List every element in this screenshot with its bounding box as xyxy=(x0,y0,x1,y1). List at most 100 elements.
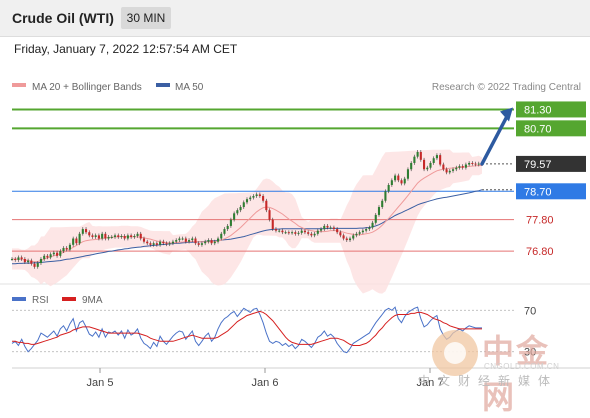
candle-body xyxy=(423,159,426,170)
candle-body xyxy=(406,169,410,179)
level-label-78-70: 78.70 xyxy=(524,186,552,198)
legend-label-ma50: MA 50 xyxy=(175,82,204,93)
candle-body xyxy=(171,241,175,244)
timestamp: Friday, January 7, 2022 12:57:54 AM CET xyxy=(14,42,238,56)
candle-body xyxy=(394,175,397,181)
candle-body xyxy=(213,241,216,244)
candle-body xyxy=(223,229,226,234)
candle-body xyxy=(46,255,49,258)
candle-body xyxy=(72,238,75,245)
candle-body xyxy=(291,232,294,234)
candle-body xyxy=(371,222,374,228)
candle-body xyxy=(451,169,455,171)
candle-body xyxy=(94,235,97,237)
candle-body xyxy=(390,180,393,185)
candle-body xyxy=(384,191,387,201)
level-label-77-80: 77.80 xyxy=(526,215,554,227)
candle-body xyxy=(313,233,316,236)
candle-body xyxy=(117,235,120,237)
candle-body xyxy=(435,155,438,159)
candle-body xyxy=(204,241,207,244)
candles xyxy=(10,150,484,269)
candle-body xyxy=(255,194,258,197)
candle-body xyxy=(242,202,245,208)
candle-body xyxy=(355,233,358,236)
candle-body xyxy=(49,254,52,258)
candle-body xyxy=(329,227,332,229)
candle-body xyxy=(268,210,271,220)
level-label-76-80: 76.80 xyxy=(526,246,554,258)
candle-body xyxy=(429,162,432,168)
rsi-tick-30: 30 xyxy=(524,347,536,359)
candle-body xyxy=(84,229,88,233)
candle-body xyxy=(17,257,20,260)
candle-body xyxy=(10,258,14,260)
candle-body xyxy=(36,263,39,267)
candle-body xyxy=(471,162,474,164)
x-tick-label: Jan 5 xyxy=(87,377,114,389)
candle-body xyxy=(194,238,197,244)
candle-body xyxy=(91,235,94,237)
legend-label-rsi: RSI xyxy=(32,295,49,306)
candle-body xyxy=(81,229,84,234)
rsi-tick-70: 70 xyxy=(524,305,536,317)
candle-body xyxy=(210,240,213,244)
target-arrow-head-icon xyxy=(500,107,513,122)
level-label-80-70-box xyxy=(516,120,586,137)
candle-body xyxy=(226,225,229,230)
candle-body xyxy=(184,238,187,242)
candle-body xyxy=(33,263,36,267)
candle-body xyxy=(397,175,400,181)
candle-body xyxy=(323,225,326,230)
candle-body xyxy=(413,156,416,163)
watermark: 中金网 CNGOLD.COM.CN 中文财经新媒体 xyxy=(418,326,582,416)
candle-body xyxy=(139,233,142,239)
candle-body xyxy=(442,164,445,170)
timeframe-button[interactable]: 30 MIN xyxy=(121,7,171,29)
candle-body xyxy=(348,238,352,241)
candle-body xyxy=(336,229,339,233)
candle-body xyxy=(410,162,413,170)
candle-body xyxy=(233,213,236,220)
candle-body xyxy=(468,162,471,165)
candle-body xyxy=(188,240,191,242)
candle-body xyxy=(461,166,464,168)
candle-body xyxy=(107,236,110,239)
candle-body xyxy=(236,210,239,214)
candle-body xyxy=(377,207,381,215)
candle-body xyxy=(229,219,232,226)
candle-body xyxy=(278,230,281,232)
candle-body xyxy=(220,233,223,239)
candle-body xyxy=(155,243,158,245)
candle-body xyxy=(78,233,81,244)
level-label-80-70: 80.70 xyxy=(524,123,552,135)
candle-body xyxy=(303,230,306,233)
legend-swatch-9ma xyxy=(62,297,76,301)
ma50-line xyxy=(12,189,483,265)
candle-body xyxy=(342,235,345,239)
candle-body xyxy=(310,233,313,236)
candle-body xyxy=(326,225,329,228)
candle-body xyxy=(307,232,310,234)
candle-body xyxy=(175,240,178,242)
candle-body xyxy=(159,241,162,245)
candle-body xyxy=(474,163,477,165)
candle-body xyxy=(464,164,467,168)
candle-body xyxy=(439,155,442,165)
candle-body xyxy=(110,236,113,238)
candle-body xyxy=(381,200,384,208)
candle-body xyxy=(113,235,117,237)
candle-body xyxy=(281,230,284,233)
legend-swatch-rsi xyxy=(12,297,26,301)
candle-body xyxy=(59,251,62,256)
candle-body xyxy=(165,243,168,245)
candle-body xyxy=(258,194,261,197)
candle-body xyxy=(265,200,268,211)
candle-body xyxy=(416,151,419,157)
candle-body xyxy=(30,260,33,264)
candle-body xyxy=(358,232,361,234)
candle-body xyxy=(365,229,368,231)
candle-body xyxy=(197,243,200,245)
candle-body xyxy=(162,241,165,244)
candle-body xyxy=(181,238,184,240)
